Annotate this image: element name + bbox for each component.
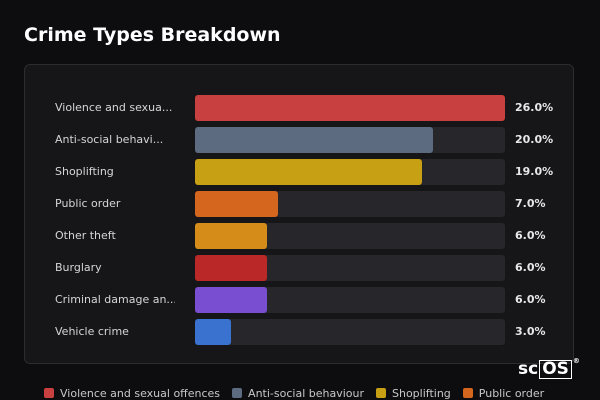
bar-row: Violence and sexua... 26.0% [25,95,575,121]
logo-registered-mark: ® [572,357,580,365]
legend-swatch [376,388,386,398]
category-label: Criminal damage an... [55,293,175,306]
bar [195,191,279,217]
category-label: Other theft [55,229,116,242]
scos-logo: sc OS ® [518,357,580,380]
value-label: 19.0% [515,165,554,178]
bar [195,223,267,249]
legend-item: Shoplifting [376,386,451,400]
bar-row: Public order 7.0% [25,191,575,217]
value-label: 20.0% [515,133,554,146]
bar-track [195,127,505,153]
bar-row: Shoplifting 19.0% [25,159,575,185]
legend-label: Shoplifting [392,386,451,400]
bar-row: Vehicle crime 3.0% [25,319,575,345]
bar [195,255,267,281]
value-label: 3.0% [515,325,546,338]
logo-text-os: OS [539,359,572,379]
bar-track [195,287,505,313]
bar-track [195,95,505,121]
legend-label: Violence and sexual offences [60,386,221,400]
value-label: 26.0% [515,101,554,114]
bar [195,127,434,153]
legend-item: Anti-social behaviour [232,386,364,400]
bar-row: Anti-social behavi... 20.0% [25,127,575,153]
value-label: 7.0% [515,197,546,210]
bar [195,95,505,121]
bar [195,159,422,185]
legend-swatch [44,388,54,398]
chart-title: Crime Types Breakdown [24,24,281,46]
legend-label: Anti-social behaviour [248,386,364,400]
category-label: Anti-social behavi... [55,133,164,146]
bar-row: Burglary 6.0% [25,255,575,281]
bar [195,287,267,313]
category-label: Violence and sexua... [55,101,173,114]
chart-panel: Violence and sexua... 26.0% Anti-social be… [24,64,574,364]
legend-item: Public order [462,386,545,400]
legend-item: Violence and sexual offences [44,386,220,400]
logo-text-sc: sc [518,359,539,379]
category-label: Shoplifting [55,165,114,178]
chart-legend: Violence and sexual offences Anti-social … [44,386,544,400]
bar-row: Other theft 6.0% [25,223,575,249]
legend-label: Public order [478,386,545,400]
category-label: Vehicle crime [55,325,129,338]
legend-swatch [232,388,243,398]
bar-track [195,223,505,249]
bar-track [195,319,505,345]
bar-track [195,191,505,217]
category-label: Public order [55,197,121,210]
bar [195,319,231,345]
bar-track [195,255,505,281]
bar-row: Criminal damage an... 6.0% [25,287,575,313]
legend-swatch [462,388,473,398]
category-label: Burglary [55,261,102,274]
value-label: 6.0% [515,293,546,306]
bar-track [195,159,505,185]
value-label: 6.0% [515,261,546,274]
value-label: 6.0% [515,229,546,242]
